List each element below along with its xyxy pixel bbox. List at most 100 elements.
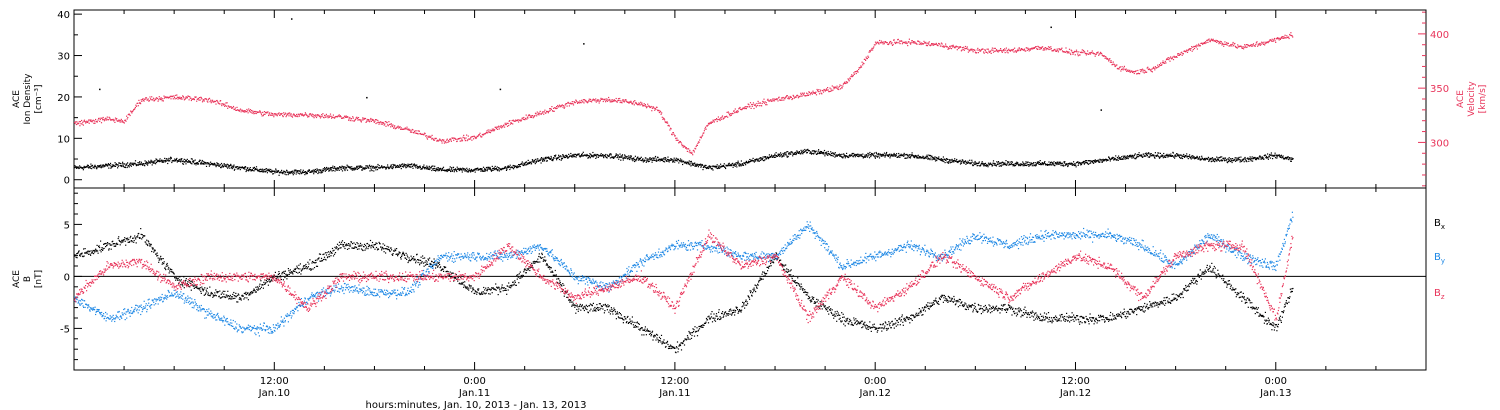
data-point — [217, 164, 219, 167]
data-point — [833, 88, 835, 90]
data-point — [469, 170, 471, 172]
data-point — [150, 161, 152, 163]
data-point — [318, 171, 320, 173]
data-point — [533, 159, 535, 161]
data-point — [617, 98, 620, 100]
data-point — [226, 102, 228, 104]
data-point — [921, 157, 924, 159]
data-point — [177, 160, 179, 162]
data-point — [155, 98, 157, 101]
data-point — [1274, 152, 1276, 154]
data-point — [120, 118, 122, 120]
data-point — [731, 164, 733, 166]
data-point — [394, 164, 396, 166]
data-point — [632, 158, 634, 160]
data-point — [723, 163, 725, 165]
data-point — [772, 98, 774, 100]
data-point — [935, 42, 937, 44]
data-point — [660, 113, 662, 115]
data-point — [380, 123, 382, 125]
data-point — [518, 164, 520, 166]
data-point — [607, 99, 609, 101]
data-point — [709, 167, 711, 169]
data-point — [287, 174, 289, 176]
data-point — [702, 164, 704, 166]
data-point — [747, 161, 749, 163]
data-point — [1178, 155, 1180, 157]
data-point — [841, 87, 843, 89]
data-point — [1265, 157, 1267, 159]
data-point — [905, 153, 907, 156]
data-point — [106, 116, 108, 118]
data-point — [301, 114, 303, 117]
data-point — [406, 166, 408, 168]
data-point — [1194, 157, 1196, 159]
data-point — [828, 90, 830, 93]
data-point — [602, 98, 604, 100]
data-point — [218, 163, 220, 165]
data-point — [1234, 160, 1237, 162]
data-point — [643, 159, 645, 161]
data-point — [224, 165, 226, 167]
data-point — [413, 164, 415, 166]
data-point — [318, 172, 320, 174]
data-point — [283, 112, 285, 114]
data-point — [322, 168, 324, 170]
data-point — [123, 121, 125, 123]
data-point — [505, 123, 507, 126]
data-point — [1014, 163, 1016, 165]
data-point — [963, 161, 965, 163]
data-point — [519, 164, 521, 166]
data-point — [1055, 50, 1057, 52]
data-point — [1236, 46, 1238, 48]
data-point — [877, 155, 879, 157]
data-point — [935, 43, 937, 45]
data-point — [94, 165, 96, 167]
data-point — [970, 163, 972, 165]
data-point — [545, 160, 548, 162]
data-point — [426, 138, 429, 140]
data-point — [609, 154, 611, 156]
data-point — [1207, 39, 1210, 41]
data-point — [1092, 52, 1094, 54]
data-point — [889, 157, 891, 159]
data-point — [378, 165, 380, 167]
data-point — [650, 106, 652, 108]
data-point — [350, 118, 353, 120]
data-point — [95, 166, 97, 168]
data-point — [584, 100, 586, 102]
data-point — [528, 162, 530, 164]
data-point — [365, 165, 367, 167]
data-point — [321, 172, 323, 174]
data-point — [149, 161, 151, 163]
data-point — [991, 164, 993, 166]
data-point — [1244, 44, 1246, 46]
data-point — [922, 43, 924, 45]
data-point — [103, 120, 105, 122]
data-point — [191, 158, 193, 160]
data-point — [870, 155, 872, 158]
data-point — [1022, 165, 1024, 167]
data-point — [739, 106, 741, 109]
data-point — [194, 159, 196, 161]
data-point — [364, 168, 366, 170]
data-point — [1211, 39, 1213, 41]
data-point — [1290, 158, 1292, 160]
data-point — [99, 118, 101, 121]
data-point — [243, 166, 245, 168]
data-point — [595, 98, 597, 100]
data-point — [110, 119, 112, 121]
data-point — [754, 158, 756, 161]
data-point — [318, 114, 320, 116]
data-point — [672, 161, 674, 163]
data-point — [735, 111, 737, 113]
data-point — [260, 113, 263, 115]
data-point — [1142, 156, 1144, 158]
data-point — [624, 155, 626, 157]
data-point — [1138, 152, 1140, 154]
data-point — [1112, 63, 1114, 65]
data-point — [500, 125, 502, 127]
data-point — [1068, 48, 1071, 50]
data-point — [786, 95, 788, 97]
data-point — [398, 166, 400, 168]
